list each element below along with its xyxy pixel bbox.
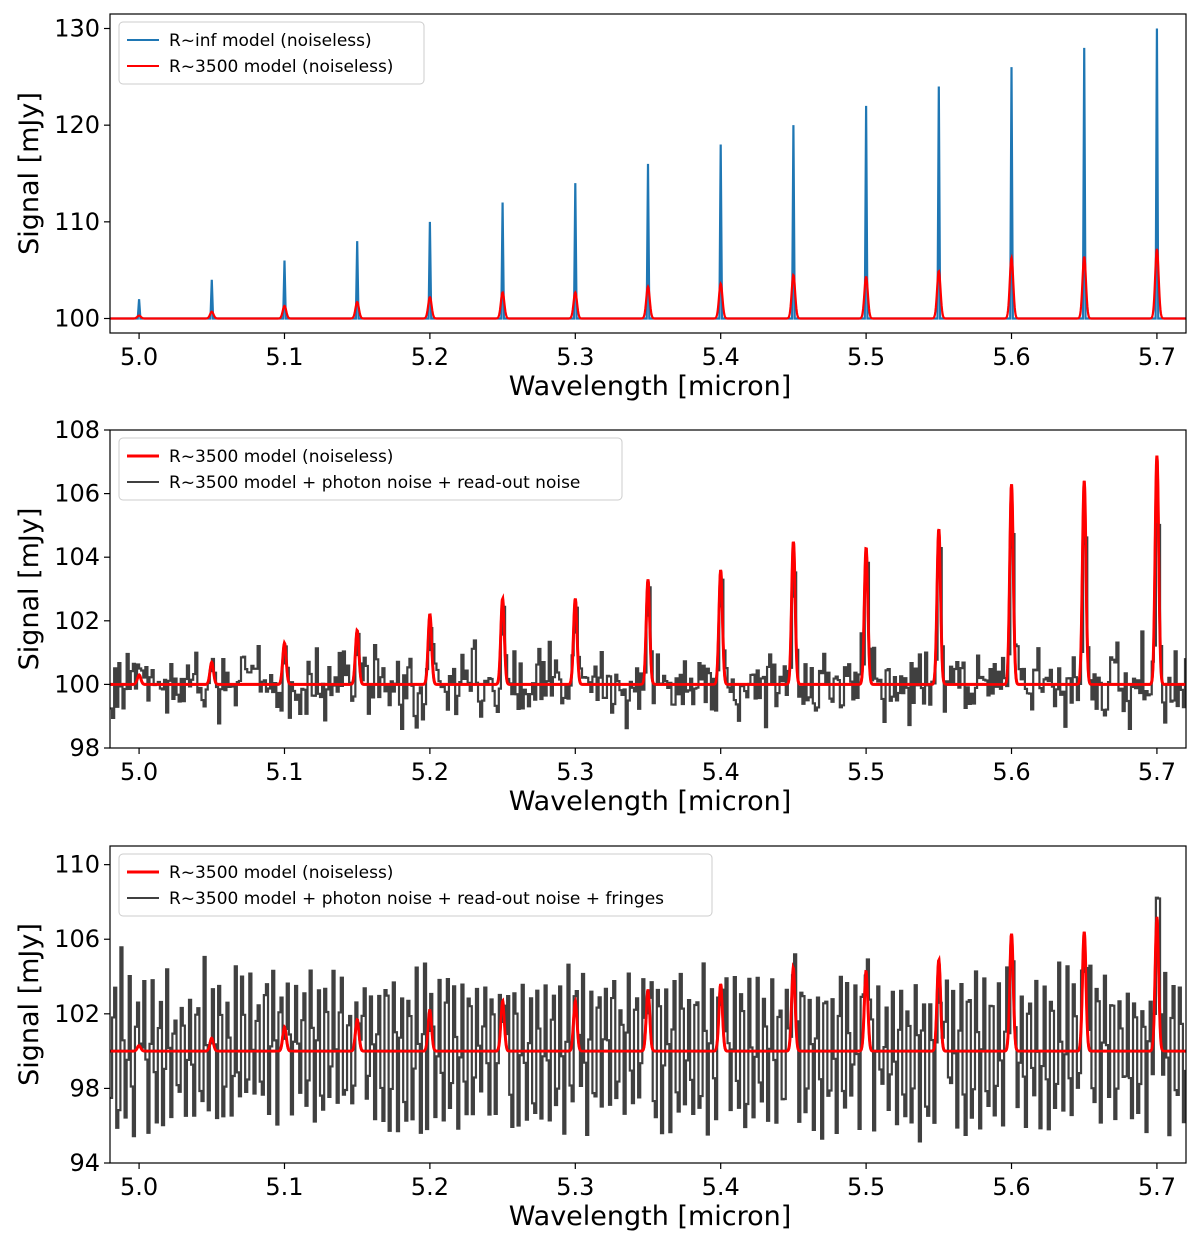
x-tick-label: 5.5	[847, 343, 885, 371]
x-tick-label: 5.1	[265, 343, 303, 371]
y-tick-label: 120	[54, 111, 100, 139]
y-tick-label: 102	[54, 607, 100, 635]
y-tick-label: 98	[69, 1074, 100, 1102]
y-tick-label: 104	[54, 543, 100, 571]
legend: R~3500 model (noiseless) R~3500 model + p…	[118, 437, 623, 501]
axes-frame	[109, 429, 1187, 749]
x-tick-label: 5.5	[847, 1173, 885, 1201]
legend: R~3500 model (noiseless) R~3500 model + p…	[118, 853, 713, 917]
y-tick-label: 110	[54, 851, 100, 879]
x-tick-label: 5.3	[556, 758, 594, 786]
legend-label-1: R~inf model (noiseless)	[169, 31, 372, 51]
series-2-line	[110, 248, 1186, 320]
x-tick-label: 5.4	[702, 343, 740, 371]
x-tick-label: 5.6	[992, 758, 1030, 786]
legend: R~inf model (noiseless) R~3500 model (noi…	[118, 21, 425, 85]
x-tick-label: 5.2	[411, 758, 449, 786]
chart-panel-2: 5.0 5.1 5.2 5.3 5.4 5.5 5.6 5.7 98 100 102 104 106 10…	[14, 416, 1187, 817]
legend-label-2: R~3500 model (noiseless)	[169, 57, 393, 77]
x-tick-label: 5.7	[1138, 1173, 1176, 1201]
y-axis-label: Signal [mJy]	[14, 92, 45, 255]
y-tick-label: 100	[54, 305, 100, 333]
x-tick-label: 5.4	[702, 758, 740, 786]
x-tick-label: 5.5	[847, 758, 885, 786]
y-tick-label: 108	[54, 416, 100, 444]
legend-label-2: R~3500 model + photon noise + read-out n…	[169, 889, 664, 909]
x-tick-label: 5.1	[265, 758, 303, 786]
x-tick-label: 5.7	[1138, 758, 1176, 786]
axes-frame	[109, 845, 1187, 1164]
y-tick-label: 100	[54, 670, 100, 698]
x-tick-label: 5.1	[265, 1173, 303, 1201]
axes-frame	[109, 13, 1187, 334]
y-tick-label: 106	[54, 925, 100, 953]
x-tick-label: 5.4	[702, 1173, 740, 1201]
legend-box	[118, 437, 623, 501]
legend-box	[118, 853, 713, 917]
legend-label-1: R~3500 model (noiseless)	[169, 447, 393, 467]
y-axis-label: Signal [mJy]	[14, 508, 45, 671]
legend-label-1: R~3500 model (noiseless)	[169, 863, 393, 883]
x-axis-label: Wavelength [micron]	[509, 371, 792, 402]
x-tick-label: 5.6	[992, 343, 1030, 371]
chart-panel-3: 5.0 5.1 5.2 5.3 5.4 5.5 5.6 5.7 94 98 102 106 110 Wav…	[14, 845, 1187, 1232]
x-tick-label: 5.0	[120, 343, 158, 371]
series-1-line	[110, 28, 1186, 320]
series-1-overlay-line	[110, 455, 1186, 686]
x-tick-label: 5.7	[1138, 343, 1176, 371]
y-tick-label: 94	[69, 1149, 100, 1177]
y-tick-label: 110	[54, 208, 100, 236]
x-tick-label: 5.0	[120, 758, 158, 786]
x-tick-label: 5.2	[411, 343, 449, 371]
x-axis-label: Wavelength [micron]	[509, 786, 792, 817]
plot-area	[110, 28, 1186, 320]
x-tick-label: 5.3	[556, 343, 594, 371]
y-tick-label: 130	[54, 15, 100, 43]
x-tick-label: 5.6	[992, 1173, 1030, 1201]
y-tick-label: 106	[54, 480, 100, 508]
plot-area	[110, 896, 1186, 1143]
chart-panel-1: 5.0 5.1 5.2 5.3 5.4 5.5 5.6 5.7 100 110 120 130 Wave…	[14, 13, 1187, 402]
y-tick-label: 98	[69, 734, 100, 762]
series-1-overlay-line	[110, 916, 1186, 1053]
x-tick-label: 5.3	[556, 1173, 594, 1201]
legend-label-2: R~3500 model + photon noise + read-out n…	[169, 473, 580, 493]
x-tick-label: 5.0	[120, 1173, 158, 1201]
plot-area	[110, 455, 1186, 731]
legend-box	[118, 21, 425, 85]
y-axis-label: Signal [mJy]	[14, 923, 45, 1086]
y-tick-label: 102	[54, 1000, 100, 1028]
x-axis-label: Wavelength [micron]	[509, 1201, 792, 1232]
x-tick-label: 5.2	[411, 1173, 449, 1201]
